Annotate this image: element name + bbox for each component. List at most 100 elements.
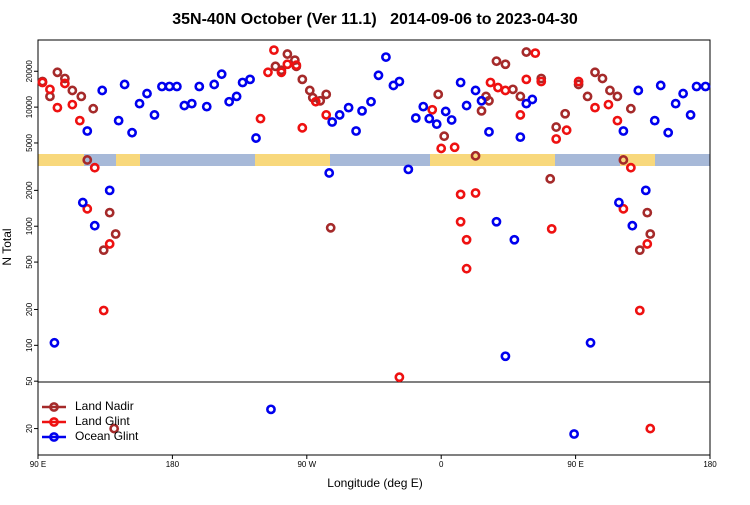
point [569,429,580,439]
point [89,162,100,173]
point [255,113,266,124]
point [325,222,336,233]
point [266,404,276,415]
point [515,110,526,120]
point [642,207,653,218]
point [357,105,367,116]
point [276,67,287,78]
point [500,59,511,70]
point [530,48,541,59]
point [509,234,520,245]
y-tick-label: 20 [25,424,34,433]
x-tick-label: 90 W [297,460,316,469]
point [433,89,444,100]
point [119,79,130,90]
point [310,96,321,107]
point [59,73,70,84]
point [427,104,438,115]
point [418,101,429,112]
point [585,337,596,348]
point [49,337,60,348]
point [237,77,248,88]
point [500,351,511,362]
point [560,108,571,119]
point [500,85,511,96]
point [634,245,645,256]
point [670,98,681,109]
point [89,220,100,231]
point [67,99,78,110]
point [633,85,644,96]
point [491,216,502,227]
point [507,84,518,95]
point [461,234,472,245]
point [282,49,293,59]
point [410,113,421,123]
point [315,95,326,106]
point [403,164,414,175]
point [201,101,212,112]
y-tick-label: 500 [25,255,34,269]
point [614,197,624,208]
point [436,143,447,154]
point [573,76,584,87]
point [461,100,472,111]
y-axis-label: N Total [0,228,14,265]
point [269,45,279,56]
point [104,185,115,196]
point [321,110,332,120]
point [381,52,391,62]
y-tick-label: 200 [25,302,34,316]
point [321,89,332,100]
point [245,74,255,85]
point [334,110,345,120]
point [291,60,302,71]
point [59,78,70,89]
point [536,76,547,87]
point [455,189,466,200]
point [76,91,87,102]
point [642,239,653,249]
point [327,117,338,127]
x-axis-label: Longitude (deg E) [327,476,422,490]
point [157,81,167,92]
point [618,155,629,165]
point [515,91,526,102]
point [485,77,496,88]
point [424,113,435,124]
point [627,220,638,231]
point [110,229,121,239]
point [582,91,593,102]
point [476,95,487,106]
y-tick-label: 20000 [25,60,34,83]
point [685,110,696,120]
point [52,102,63,113]
legend-marker [49,402,59,412]
point [77,197,88,208]
point [82,203,93,214]
plot-frame [37,39,711,456]
point [561,125,572,136]
point [297,122,308,133]
point [134,98,145,109]
point [493,82,503,93]
point [98,305,109,316]
x-tick-label: 180 [166,460,180,469]
y-tick-label: 10000 [25,95,34,118]
point [82,155,93,165]
point [373,70,384,81]
point [455,77,466,88]
legend-label: Ocean Glint [75,429,139,443]
point [625,162,636,173]
point [470,150,481,161]
point [618,203,629,214]
x-tick-label: 90 E [30,460,46,469]
point [343,102,354,113]
point [640,185,651,196]
point [446,115,457,125]
point [394,372,405,383]
point [521,47,532,57]
point [74,115,85,126]
